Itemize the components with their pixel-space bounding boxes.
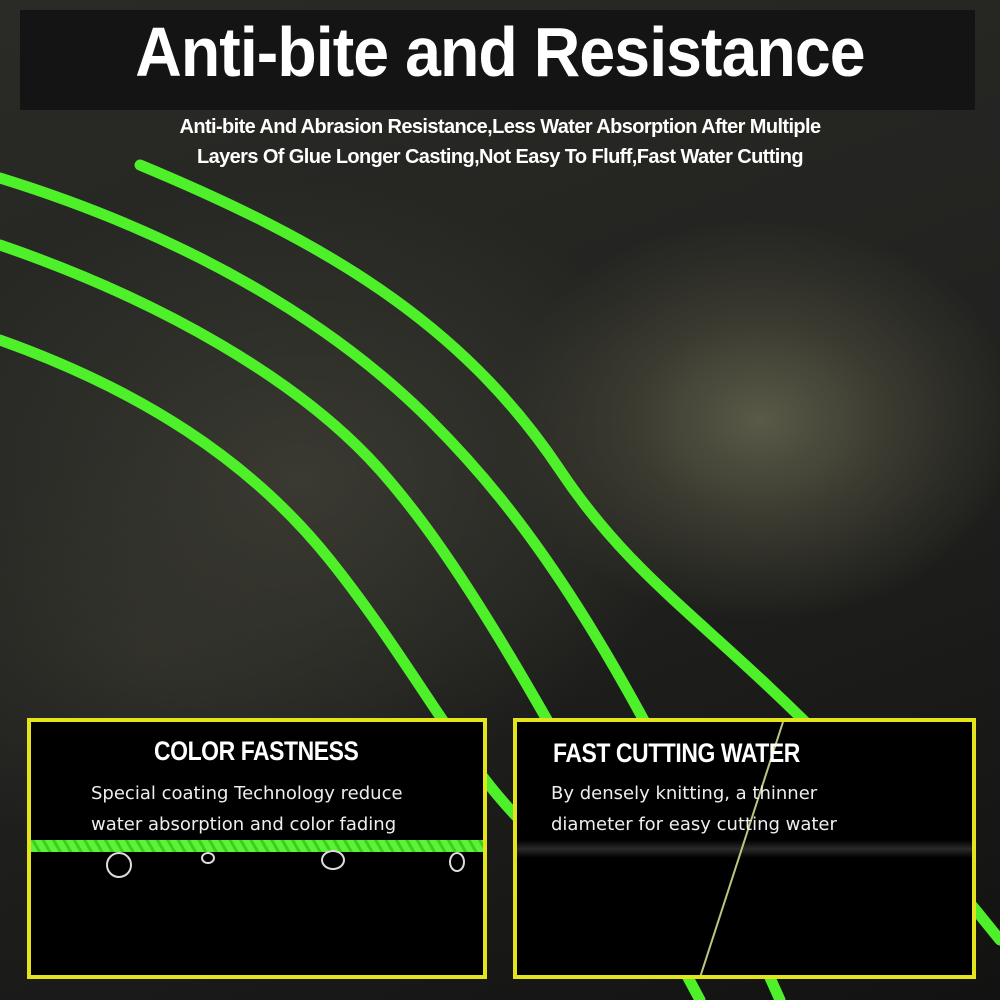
subtitle: Anti-bite And Abrasion Resistance,Less W… — [0, 112, 1000, 172]
water-drop — [321, 850, 345, 870]
green-line-image — [31, 840, 483, 852]
feature-description: By densely knitting, a thinner diameter f… — [551, 783, 837, 835]
feature-title: COLOR FASTNESS — [154, 736, 359, 766]
subtitle-line: Layers Of Glue Longer Casting,Not Easy T… — [196, 146, 804, 168]
feature-title: FAST CUTTING WATER — [553, 738, 800, 768]
water-surface — [517, 840, 972, 858]
feature-card-fast-cutting-water: FAST CUTTING WATER By densely knitting, … — [513, 718, 976, 979]
title-banner — [20, 10, 975, 110]
water-drop — [106, 852, 132, 878]
feature-card-color-fastness: COLOR FASTNESS Special coating Technolog… — [27, 718, 487, 979]
water-drop — [449, 852, 465, 872]
subtitle-line: Anti-bite And Abrasion Resistance,Less W… — [179, 116, 821, 138]
feature-description: Special coating Technology reduce water a… — [91, 783, 403, 835]
water-drop — [201, 852, 215, 864]
page-title: Anti-bite and Resistance — [135, 13, 865, 91]
